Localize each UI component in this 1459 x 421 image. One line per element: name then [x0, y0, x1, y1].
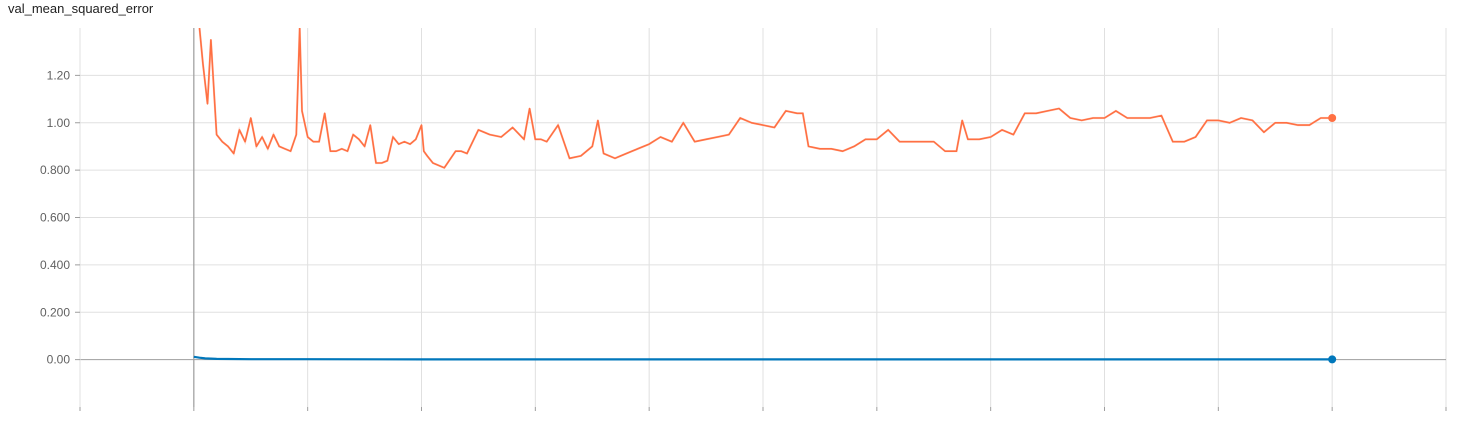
y-axis-ticks: 0.00 0.200 0.400 0.600 0.800 1.00 1.20 [40, 68, 80, 367]
y-tick-label: 1.00 [47, 116, 71, 130]
x-axis-ticks [79, 407, 1447, 411]
y-tick-label: 0.800 [40, 163, 70, 177]
y-tick-label: 0.400 [40, 258, 70, 272]
series-line [198, 28, 1333, 169]
grid-lines [79, 28, 1447, 407]
series-line [193, 355, 1333, 361]
series-endpoint[interactable] [1328, 355, 1337, 364]
y-tick-label: 0.600 [40, 211, 70, 225]
series-endpoint[interactable] [1328, 114, 1337, 123]
series-raw-line [198, 28, 1333, 170]
y-tick-label: 1.20 [47, 68, 71, 82]
y-tick-label: 0.00 [47, 353, 71, 367]
y-tick-label: 0.200 [40, 305, 70, 319]
series-endpoints [1328, 114, 1337, 364]
series-layer [193, 28, 1333, 361]
chart-title: val_mean_squared_error [8, 1, 154, 16]
